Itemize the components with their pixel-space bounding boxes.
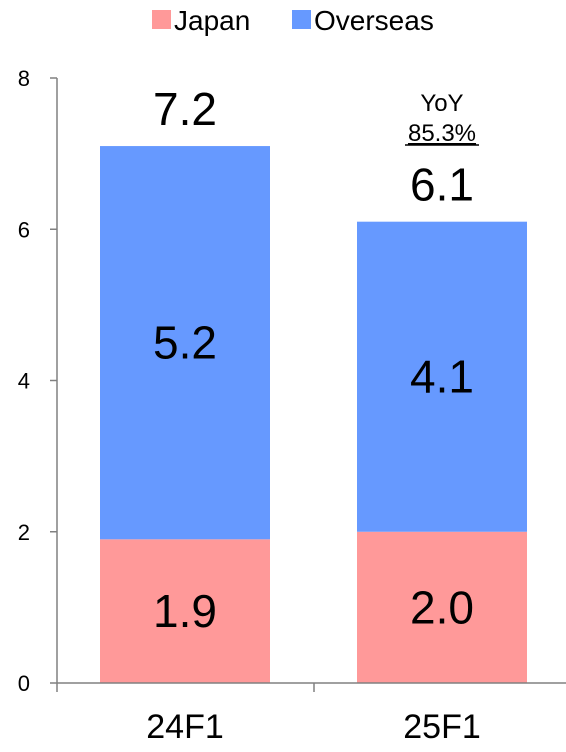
bar-japan-25f1	[357, 531, 527, 683]
bars: 1.9 5.2 2.0 4.1	[100, 146, 527, 683]
legend-swatch-overseas	[292, 10, 311, 29]
data-label-japan-24f1: 1.9	[153, 585, 217, 637]
y-tick-label: 8	[18, 66, 30, 91]
yoy-title: YoY	[420, 90, 463, 117]
y-axis: 0 2 4 6 8	[18, 66, 58, 696]
bar-japan-24f1	[100, 539, 270, 683]
y-tick-label: 2	[18, 520, 30, 545]
data-label-overseas-25f1: 4.1	[410, 351, 474, 403]
data-label-overseas-24f1: 5.2	[153, 317, 217, 369]
y-tick-label: 4	[18, 369, 30, 394]
y-tick-label: 6	[18, 217, 30, 242]
x-category-label-24f1: 24F1	[146, 708, 224, 746]
total-label-25f1: 6.1	[410, 159, 474, 211]
x-category-label-25f1: 25F1	[403, 708, 481, 746]
bar-overseas-25f1	[357, 221, 527, 532]
yoy-value: 85.3%	[408, 120, 476, 147]
annotations: 7.2 6.1 YoY 85.3%	[153, 83, 479, 211]
legend-label-japan: Japan	[174, 5, 250, 36]
total-label-24f1: 7.2	[153, 83, 217, 135]
bar-overseas-24f1	[100, 146, 270, 540]
legend-label-overseas: Overseas	[314, 5, 434, 36]
legend-swatch-japan	[152, 10, 171, 29]
data-label-japan-25f1: 2.0	[410, 581, 474, 633]
x-axis: 24F1 25F1	[56, 682, 566, 746]
legend: Japan Overseas	[152, 5, 434, 36]
y-tick-label: 0	[18, 671, 30, 696]
